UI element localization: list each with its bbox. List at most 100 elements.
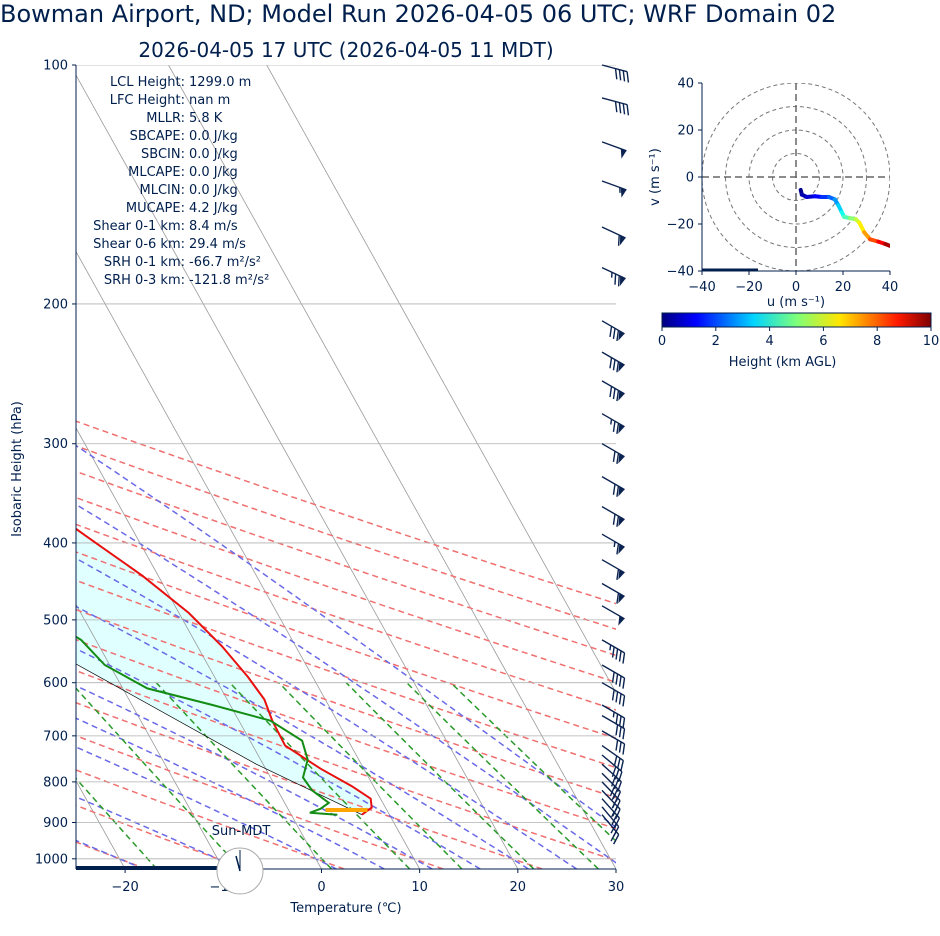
wind-barb (601, 605, 625, 626)
wind-barb (601, 97, 630, 116)
mixing-ratio-line (406, 682, 599, 869)
y-tick-label: 1000 (35, 852, 68, 867)
y-tick-label: 300 (43, 437, 68, 452)
colorbar-tick-label: 2 (712, 334, 720, 349)
stat-label: MUCAPE: (126, 201, 185, 216)
hodograph-x-label: u (m s⁻¹) (767, 295, 825, 310)
wind-barb (601, 559, 625, 580)
dry-adiabat (76, 638, 616, 830)
y-tick-label: 100 (43, 59, 68, 74)
hodograph-x-tick-label: 20 (835, 280, 852, 295)
hodograph-y-tick-label: −20 (667, 218, 694, 233)
hodograph: −40 −20 0 20 40 −40 −20 0 20 40 u (m s⁻¹) v (m s⁻¹) (648, 77, 898, 311)
moist-adiabat (76, 557, 578, 869)
height-colorbar: 0 2 4 6 8 10 Height (km AGL) (658, 312, 940, 370)
skewt-plot-area: 1002003004005006007008009001000−20−10010… (10, 59, 630, 916)
stat-label: SBCIN: (141, 147, 185, 162)
hodograph-y-tick-label: −40 (667, 265, 694, 280)
dry-adiabat (76, 701, 543, 869)
stat-label: SRH 0-3 km: (104, 273, 185, 288)
wind-barb (601, 351, 625, 373)
x-tick-label: 10 (411, 880, 428, 895)
colorbar-tick-label: 0 (658, 334, 666, 349)
mixing-ratio-line (345, 682, 535, 869)
moist-adiabat (76, 503, 616, 864)
sounding-stats: LCL Height: 1299.0 m LFC Height: nan m MLLR:… (93, 75, 269, 288)
hodograph-trace (798, 187, 890, 249)
wind-barb (601, 730, 626, 755)
wind-barb (601, 704, 626, 729)
isotherm-line (76, 250, 420, 869)
y-axis-label: Isobaric Height (hPa) (10, 401, 25, 537)
stat-label: MLCAPE: (128, 165, 185, 180)
wind-barb (601, 682, 626, 707)
wind-barb (601, 639, 626, 664)
wind-barb (601, 505, 625, 527)
mixing-ratio-line (229, 682, 411, 869)
chart-title: Bowman Airport, ND; Model Run 2026-04-05… (0, 0, 837, 28)
wind-barb (601, 582, 625, 604)
wind-barb (601, 413, 625, 434)
stat-value: 0.0 J/kg (189, 129, 238, 144)
colorbar-tick-label: 10 (923, 334, 940, 349)
dry-adiabat (76, 804, 246, 869)
wind-barb (601, 226, 626, 246)
stat-value: 0.0 J/kg (189, 183, 238, 198)
stat-label: MLCIN: (140, 183, 185, 198)
wind-barb (601, 180, 627, 198)
y-tick-label: 400 (43, 536, 68, 551)
wind-barb (601, 754, 623, 783)
dry-adiabat (76, 669, 616, 862)
x-tick-label: 20 (510, 880, 527, 895)
y-tick-label: 800 (43, 775, 68, 790)
stat-label: LCL Height: (110, 75, 185, 90)
sun-label: Sun-MDT (212, 824, 271, 839)
hodograph-x-tick-label: −20 (735, 280, 762, 295)
colorbar-tick-label: 8 (873, 334, 881, 349)
wind-barb (601, 475, 625, 497)
hodograph-x-tick-label: 0 (792, 280, 800, 295)
dewpoint-line (76, 635, 338, 816)
y-tick-label: 900 (43, 816, 68, 831)
stat-value: 5.8 K (189, 111, 223, 126)
colorbar-label: Height (km AGL) (729, 355, 837, 370)
wind-barb (601, 664, 626, 689)
hodograph-x-tick-label: −40 (688, 280, 715, 295)
stat-value: 8.4 m/s (189, 219, 238, 234)
stat-value: 4.2 J/kg (189, 201, 238, 216)
isotherm-line (76, 427, 322, 869)
stat-label: Shear 0-1 km: (93, 219, 185, 234)
mixing-ratio-line (450, 682, 616, 843)
wind-barb (601, 745, 624, 772)
stat-label: Shear 0-6 km: (93, 237, 185, 252)
stat-value: -121.8 m²/s² (189, 273, 269, 288)
hodograph-y-tick-label: 40 (677, 77, 694, 92)
wind-barb (601, 380, 625, 402)
x-axis-label: Temperature (℃) (289, 901, 401, 916)
hodograph-y-label: v (m s⁻¹) (648, 148, 663, 206)
isotherm-line (266, 65, 616, 694)
x-tick-label: 30 (608, 880, 625, 895)
y-tick-label: 600 (43, 676, 68, 691)
moist-adiabat (76, 444, 616, 829)
stat-value: 29.4 m/s (189, 237, 246, 252)
dry-adiabat (76, 608, 616, 799)
hodograph-y-tick-label: 20 (677, 124, 694, 139)
hodograph-rings (702, 83, 890, 271)
stat-value: 0.0 J/kg (189, 165, 238, 180)
isotherm-line (168, 65, 616, 869)
mixing-ratio-line (278, 682, 463, 869)
stat-label: MLLR: (146, 111, 185, 126)
mixing-ratio-line (76, 777, 158, 869)
mixing-ratio-line (155, 682, 333, 869)
y-tick-label: 500 (43, 613, 68, 628)
parcel-profile-line (76, 663, 363, 816)
wind-barb (601, 141, 627, 159)
y-tick-label: 200 (43, 297, 68, 312)
x-tick-label: −20 (111, 880, 138, 895)
wind-barb (601, 443, 625, 464)
wind-barb (601, 772, 622, 802)
colorbar-tick-label: 4 (765, 334, 773, 349)
stat-value: 0.0 J/kg (189, 147, 238, 162)
